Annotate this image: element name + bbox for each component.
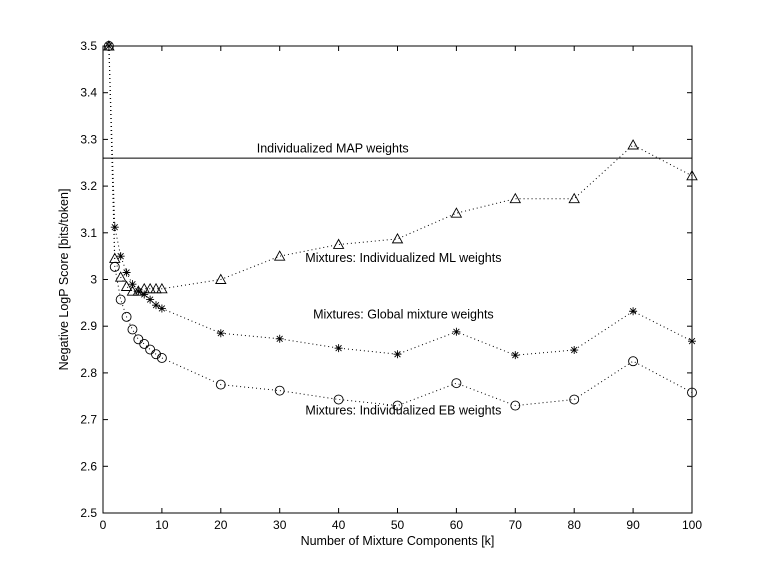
triangle-marker [215,273,227,284]
x-tick-label: 10 [155,518,169,532]
asterisk-marker [452,327,461,336]
asterisk-marker [629,307,638,316]
triangle-marker [120,280,133,291]
asterisk-marker [570,346,579,355]
triangle-marker [126,285,139,296]
y-tick-label: 2.5 [80,506,97,520]
circle-marker [103,41,114,51]
y-tick-label: 3.3 [80,132,97,146]
asterisk-marker [128,280,137,289]
triangle-marker [686,169,698,181]
circle-marker [151,349,161,360]
circle-marker [145,344,156,355]
axis-ticks [102,45,693,514]
asterisk-marker [393,350,402,359]
asterisk-marker [216,329,225,338]
circle-marker [109,261,120,272]
circle-marker [274,385,285,396]
triangle-marker [332,238,345,249]
y-tick-label: 3.2 [80,179,97,193]
circle-marker [115,294,126,305]
annotation-label: Individualized MAP weights [257,141,409,155]
x-tick-label: 90 [626,518,640,532]
y-tick-label: 2.9 [80,319,97,333]
x-tick-label: 100 [682,518,702,532]
y-tick-labels: 2.5 2.6 2.7 2.8 2.9 3 3.1 3.2 3.3 3.4 3.5 [80,39,97,520]
asterisk-marker [110,223,119,232]
asterisk-marker [511,351,520,360]
y-tick-label: 2.6 [80,459,97,473]
series-layer [103,40,698,411]
series-line [108,45,693,292]
y-tick-label: 2.8 [80,366,97,380]
y-axis-label: Negative LogP Score [bits/token] [57,189,71,371]
x-tick-label: 30 [273,518,287,532]
triangle-marker [150,282,162,294]
x-axis-label: Number of Mixture Components [k] [301,534,495,548]
circle-marker [333,394,344,405]
annotation-layer: Individualized MAP weights Mixtures: Indi… [257,141,502,417]
circle-marker [127,324,138,335]
triangle-marker [391,232,404,244]
asterisk-marker [152,301,161,310]
x-tick-label: 80 [568,518,582,532]
triangle-marker [568,192,580,204]
x-tick-labels: 0 10 20 30 40 50 60 70 80 90 100 [100,518,703,532]
triangle-marker [450,207,463,218]
triangle-marker [144,282,156,294]
series-asterisk [104,42,696,360]
annotation-label: Mixtures: Global mixture weights [313,308,494,322]
asterisk-marker [275,334,284,343]
plot-frame [102,45,693,514]
asterisk-marker [140,290,149,299]
y-tick-label: 3 [90,273,97,287]
asterisk-marker [122,268,131,277]
asterisk-marker [134,287,143,296]
annotation-label: Mixtures: Individualized ML weights [305,251,501,265]
x-tick-label: 50 [391,518,405,532]
circle-marker [510,400,521,411]
circle-marker [139,338,150,349]
triangle-marker [509,192,522,204]
circle-marker [156,353,167,363]
x-tick-label: 0 [100,518,107,532]
x-tick-label: 60 [450,518,464,532]
triangle-marker [156,282,168,294]
series-circle [103,41,697,411]
y-tick-label: 3.4 [80,86,97,100]
y-tick-label: 2.7 [80,413,97,427]
circle-marker [392,400,403,411]
asterisk-marker [688,337,696,346]
asterisk-marker [146,295,155,304]
circle-marker [687,387,697,398]
x-tick-label: 40 [332,518,346,532]
circle-marker [215,379,226,390]
triangle-marker [627,139,639,150]
circle-marker [628,356,639,367]
circle-marker [451,378,462,389]
asterisk-marker [116,252,125,261]
circle-marker [569,394,580,405]
triangle-marker [114,271,127,282]
asterisk-marker [104,42,113,50]
annotation-label: Mixtures: Individualized EB weights [305,403,501,417]
y-tick-label: 3.5 [80,39,97,53]
x-tick-label: 70 [509,518,523,532]
x-tick-label: 20 [214,518,228,532]
circle-marker [121,311,132,322]
circle-marker [133,334,144,345]
asterisk-marker [334,344,343,353]
series-line [108,45,693,407]
asterisk-marker [157,304,166,313]
triangle-marker [273,250,286,261]
y-tick-label: 3.1 [80,226,97,240]
